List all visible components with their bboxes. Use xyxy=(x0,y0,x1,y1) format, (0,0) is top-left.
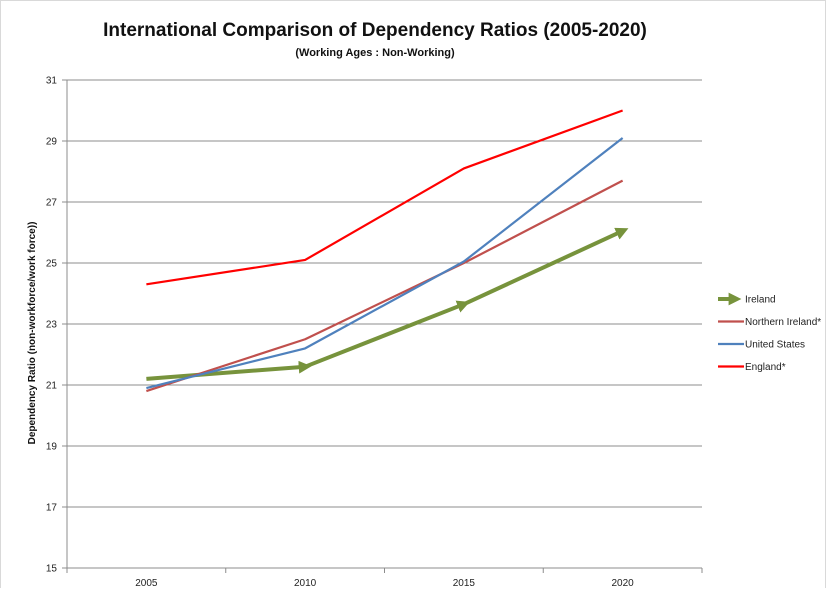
y-tick-label: 23 xyxy=(46,320,58,331)
line-segment xyxy=(304,300,470,369)
series-england xyxy=(146,109,624,286)
y-tick-label: 29 xyxy=(46,137,58,148)
x-tick-label: 2005 xyxy=(135,578,158,589)
legend-label: Ireland xyxy=(745,295,776,306)
y-tick-label: 17 xyxy=(46,503,58,514)
y-tick-label: 31 xyxy=(46,76,58,87)
line-segment xyxy=(463,227,629,306)
chart-title: International Comparison of Dependency R… xyxy=(103,20,647,41)
x-tick-label: 2015 xyxy=(453,578,476,589)
x-tick-label: 2020 xyxy=(612,578,635,589)
legend-label: Northern Ireland* xyxy=(745,317,821,328)
legend-item: Ireland xyxy=(718,292,776,306)
series-line xyxy=(146,179,624,393)
chart-subtitle: (Working Ages : Non-Working) xyxy=(295,47,455,59)
legend-label: United States xyxy=(745,340,805,351)
y-tick-label: 19 xyxy=(46,442,58,453)
legend-item: England* xyxy=(718,362,786,373)
legend-item: United States xyxy=(718,340,805,351)
y-tick-label: 21 xyxy=(46,381,58,392)
legend-label: England* xyxy=(745,362,786,373)
y-tick-label: 15 xyxy=(46,564,58,575)
line-segment xyxy=(146,360,312,381)
y-tick-label: 27 xyxy=(46,198,58,209)
legend-item: Northern Ireland* xyxy=(718,317,821,328)
y-axis-label: Dependency Ratio (non-workforce/work for… xyxy=(27,222,38,445)
series-line xyxy=(146,137,624,390)
series-ireland xyxy=(146,227,629,381)
series-line xyxy=(146,109,624,286)
series-northern-ireland xyxy=(146,179,624,393)
y-tick-label: 25 xyxy=(46,259,58,270)
x-tick-label: 2010 xyxy=(294,578,317,589)
series-united-states xyxy=(146,137,624,390)
